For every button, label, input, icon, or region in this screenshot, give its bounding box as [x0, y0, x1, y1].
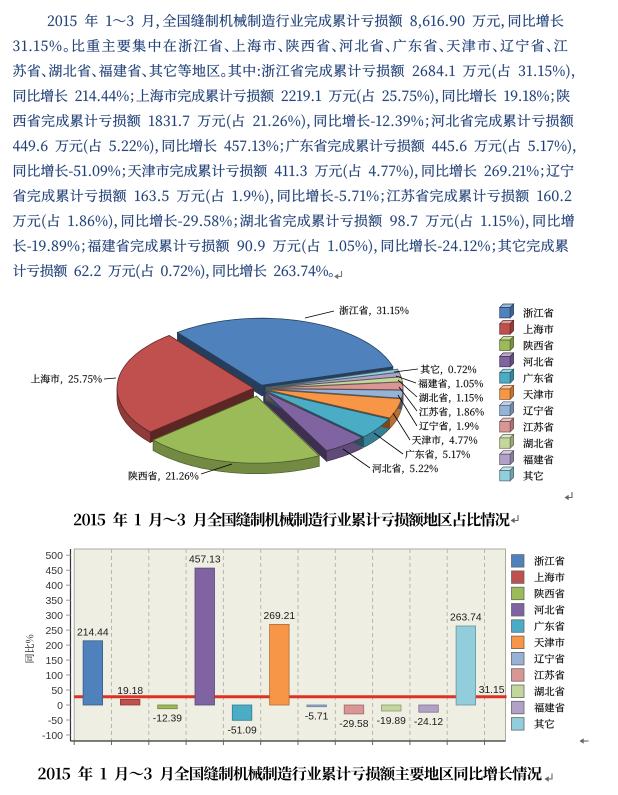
svg-text:-29.58: -29.58 [339, 719, 368, 730]
svg-text:350: 350 [45, 595, 63, 607]
svg-text:300: 300 [45, 610, 63, 622]
svg-text:457.13: 457.13 [189, 555, 221, 566]
svg-text:-51.09: -51.09 [227, 725, 256, 736]
svg-text:-100: -100 [42, 730, 63, 742]
svg-text:31.15: 31.15 [479, 685, 505, 696]
svg-text:50: 50 [51, 685, 63, 697]
svg-text:19.18: 19.18 [117, 686, 143, 697]
svg-text:250: 250 [45, 625, 63, 637]
svg-text:-24.12: -24.12 [414, 717, 443, 728]
svg-text:269.21: 269.21 [264, 611, 296, 622]
svg-text:-12.39: -12.39 [153, 714, 182, 725]
svg-text:-19.89: -19.89 [377, 716, 406, 727]
svg-text:500: 500 [45, 550, 63, 562]
svg-text:200: 200 [45, 640, 63, 652]
svg-text:214.44: 214.44 [77, 627, 109, 638]
svg-text:-5.71: -5.71 [305, 712, 329, 723]
svg-text:100: 100 [45, 670, 63, 682]
svg-text:0: 0 [57, 700, 63, 712]
svg-text:-50: -50 [48, 715, 63, 727]
svg-text:450: 450 [45, 565, 63, 577]
svg-text:400: 400 [45, 580, 63, 592]
svg-text:150: 150 [45, 655, 63, 667]
svg-text:263.74: 263.74 [450, 613, 482, 624]
